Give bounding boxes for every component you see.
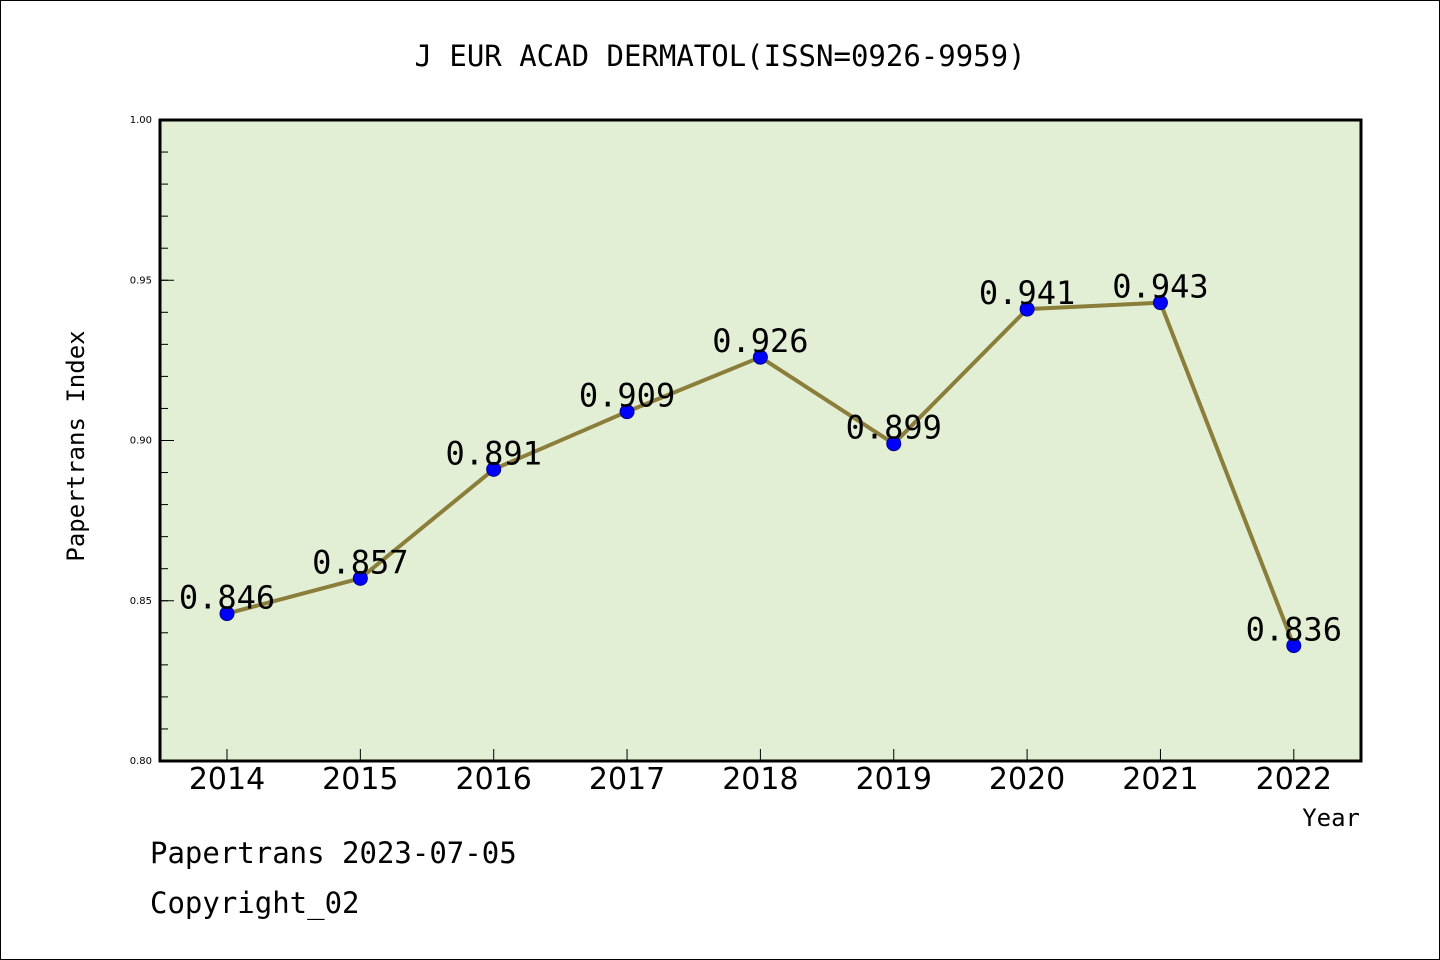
x-axis-label: Year [1302, 804, 1360, 832]
footer-date-text: Papertrans 2023-07-05 [150, 836, 517, 870]
data-point-label: 0.941 [979, 274, 1075, 312]
data-point-label: 0.891 [446, 434, 542, 472]
data-point-label: 0.943 [1112, 268, 1208, 306]
x-tick-label: 2022 [1256, 762, 1332, 797]
x-tick-label: 2020 [989, 762, 1065, 797]
data-markers [219, 295, 1302, 654]
y-tick-label: 0.80 [130, 756, 152, 767]
x-tick-label: 2021 [1122, 762, 1198, 797]
chart-title: J EUR ACAD DERMATOL(ISSN=0926-9959) [414, 39, 1025, 73]
data-point-marker [1286, 638, 1302, 654]
data-point-marker [886, 436, 902, 452]
y-tick-label: 0.90 [130, 436, 152, 447]
y-tick-label: 0.85 [130, 596, 152, 607]
x-tick-label: 2015 [322, 762, 398, 797]
data-point-marker [219, 606, 235, 622]
data-point-marker [619, 404, 635, 420]
x-axis-ticks: 2014 2015 2016 2017 2018 2019 2020 2021 2022 [189, 749, 1332, 797]
y-tick-label: 0.95 [130, 275, 152, 286]
x-tick-label: 2018 [722, 762, 798, 797]
data-point-label: 0.846 [179, 579, 275, 617]
data-point-label: 0.926 [712, 322, 808, 360]
x-tick-label: 2019 [856, 762, 932, 797]
data-point-label: 0.836 [1246, 611, 1342, 649]
data-point-marker [752, 349, 768, 365]
x-tick-label: 2017 [589, 762, 665, 797]
footer-copyright-text: Copyright_02 [150, 886, 360, 920]
data-point-marker [352, 570, 368, 586]
x-tick-label: 2014 [189, 762, 265, 797]
data-point-marker [486, 461, 502, 477]
data-point-marker [1019, 301, 1035, 317]
y-tick-label: 1.00 [130, 115, 152, 126]
data-point-label: 0.857 [312, 543, 408, 581]
data-point-marker [1152, 295, 1168, 311]
data-point-label: 0.909 [579, 377, 675, 415]
data-point-label: 0.899 [846, 409, 942, 447]
plot-area [158, 118, 1363, 763]
x-tick-label: 2016 [456, 762, 532, 797]
data-labels: 0.846 0.857 0.891 0.909 0.926 0.899 0.941 0.943… [179, 268, 1342, 649]
y-axis-label: Papertrans Index [62, 330, 90, 561]
y-axis-ticks: 0.80 0.85 0.90 0.95 1.00 [130, 115, 174, 767]
